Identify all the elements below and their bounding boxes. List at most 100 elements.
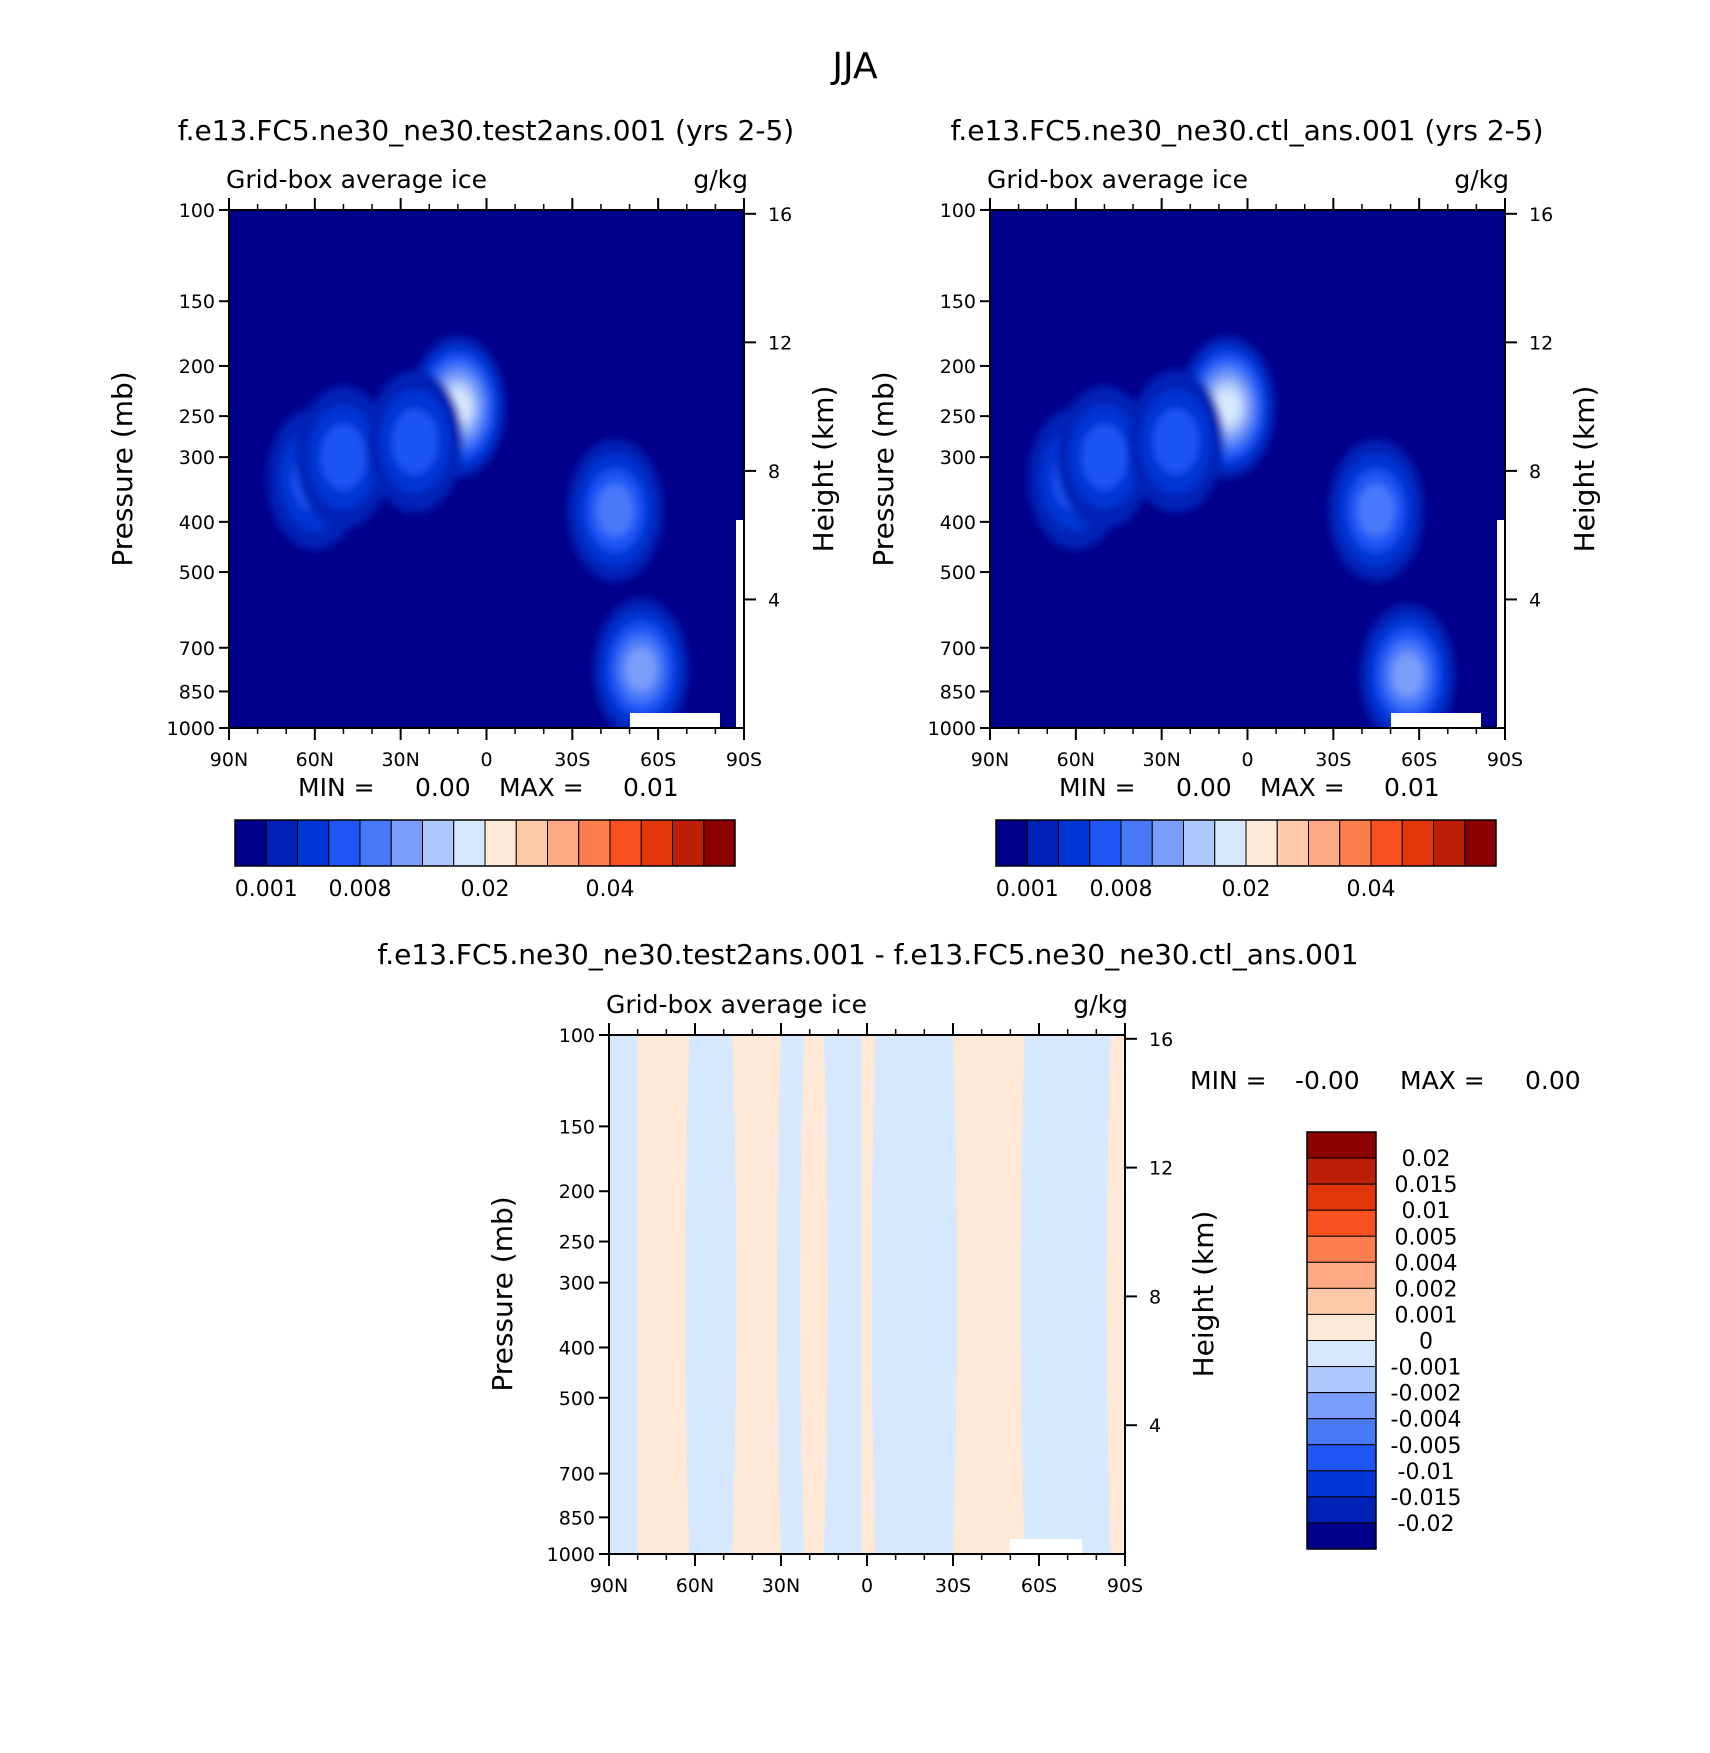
min-value: 0.00 xyxy=(1176,773,1232,802)
colorbar-label: 0.01 xyxy=(1402,1199,1451,1224)
colorbar-frame xyxy=(995,819,1497,867)
contour-region xyxy=(953,1035,1025,1554)
colorbar-swatch xyxy=(1306,1261,1377,1289)
contour-layers xyxy=(267,335,689,728)
units-label: g/kg xyxy=(1073,990,1128,1019)
y-tick-label: 150 xyxy=(179,291,215,313)
y-tick-label: 500 xyxy=(179,562,215,584)
colorbar-swatch xyxy=(1026,819,1059,867)
contour-region xyxy=(732,1035,781,1554)
colorbar: 0.001 0.008 0.02 0.04 xyxy=(995,819,1497,902)
colorbar-swatch xyxy=(609,819,642,867)
variable-label: Grid-box average ice xyxy=(226,165,487,194)
colorbar-swatch xyxy=(1306,1418,1377,1446)
variable-label: Grid-box average ice xyxy=(606,990,867,1019)
contour-field xyxy=(609,1035,1125,1554)
colorbar-swatch xyxy=(234,819,267,867)
max-value: 0.01 xyxy=(623,773,679,802)
colorbar-swatch xyxy=(359,819,392,867)
colorbar-swatch xyxy=(1306,1444,1377,1472)
contour-region xyxy=(861,1035,876,1554)
max-label: MAX = xyxy=(1260,773,1345,802)
y-tick-label: 700 xyxy=(179,638,215,660)
y-tick-label: 1000 xyxy=(167,718,215,740)
y-tick-label: 400 xyxy=(940,512,976,534)
min-value: -0.00 xyxy=(1295,1066,1360,1095)
x-tick-label: 30N xyxy=(1142,749,1180,771)
y-tick-label: 200 xyxy=(559,1181,595,1203)
contour-region xyxy=(799,1035,828,1554)
units-label: g/kg xyxy=(1454,165,1509,194)
colorbar-label: 0.001 xyxy=(996,877,1059,902)
min-label: MIN = xyxy=(1059,773,1136,802)
y2-tick-label: 16 xyxy=(1529,204,1553,226)
y2-axis-label: Height (km) xyxy=(807,386,840,553)
y2-tick-label: 8 xyxy=(1149,1286,1161,1308)
colorbar-frame xyxy=(234,819,736,867)
contour-region xyxy=(781,1035,804,1554)
x-tick-label: 0 xyxy=(480,749,492,771)
y-axis-label: Pressure (mb) xyxy=(867,371,900,566)
colorbar-swatch xyxy=(328,819,361,867)
colorbar-swatch xyxy=(265,819,298,867)
x-tick-label: 90N xyxy=(971,749,1009,771)
colorbar-swatch xyxy=(1401,819,1434,867)
colorbar-swatch xyxy=(995,819,1028,867)
colorbar-swatch xyxy=(672,819,705,867)
colorbar-label: 0.008 xyxy=(329,877,392,902)
colorbar-swatch xyxy=(1306,1131,1377,1159)
colorbar-swatch xyxy=(578,819,611,867)
max-label: MAX = xyxy=(1400,1066,1485,1095)
y2-tick-label: 12 xyxy=(768,332,792,354)
contour-layers xyxy=(1028,335,1456,728)
y-tick-label: 850 xyxy=(179,681,215,703)
y-tick-label: 250 xyxy=(179,406,215,428)
colorbar-label: 0.04 xyxy=(1347,877,1396,902)
y2-axis-label: Height (km) xyxy=(1568,386,1601,553)
units-label: g/kg xyxy=(693,165,748,194)
colorbar-swatch xyxy=(484,819,517,867)
contour-region xyxy=(637,1035,690,1554)
y2-tick-label: 16 xyxy=(768,204,792,226)
missing-data-region xyxy=(1497,520,1505,728)
y-tick-label: 300 xyxy=(179,447,215,469)
missing-data-region xyxy=(1391,713,1481,728)
colorbar-label: 0.02 xyxy=(1222,877,1271,902)
contour-level xyxy=(625,646,657,692)
min-label: MIN = xyxy=(1190,1066,1267,1095)
colorbar-swatch xyxy=(1214,819,1247,867)
colorbar-swatch xyxy=(1183,819,1216,867)
y2-tick-label: 8 xyxy=(768,461,780,483)
y2-tick-label: 4 xyxy=(768,589,780,611)
y2-tick-label: 12 xyxy=(1529,332,1553,354)
contour-level xyxy=(320,424,367,491)
min-value: 0.00 xyxy=(415,773,471,802)
y-tick-label: 250 xyxy=(940,406,976,428)
x-tick-label: 60N xyxy=(1057,749,1095,771)
contour-region xyxy=(871,1035,957,1554)
colorbar-label: -0.015 xyxy=(1391,1486,1462,1511)
contour-region xyxy=(1106,1035,1125,1554)
colorbar-label: 0.015 xyxy=(1395,1173,1458,1198)
x-tick-label: 30N xyxy=(762,1575,800,1597)
y2-tick-label: 4 xyxy=(1529,589,1541,611)
variable-label: Grid-box average ice xyxy=(987,165,1248,194)
y-tick-label: 150 xyxy=(940,291,976,313)
x-tick-label: 60S xyxy=(1401,749,1437,771)
colorbar-label: 0.02 xyxy=(1402,1147,1451,1172)
contour-level xyxy=(1081,424,1128,491)
colorbar-swatch xyxy=(1306,1366,1377,1394)
colorbar-swatch xyxy=(547,819,580,867)
y-tick-label: 1000 xyxy=(547,1544,595,1566)
colorbar-swatch xyxy=(297,819,330,867)
missing-data-region xyxy=(1010,1539,1082,1554)
colorbar-swatch xyxy=(1058,819,1091,867)
colorbar-swatch xyxy=(1464,819,1497,867)
panel-title: f.e13.FC5.ne30_ne30.test2ans.001 - f.e13… xyxy=(377,938,1358,971)
colorbar-swatch xyxy=(1370,819,1403,867)
max-value: 0.01 xyxy=(1384,773,1440,802)
colorbar-label: -0.02 xyxy=(1398,1512,1455,1537)
colorbar-label: -0.004 xyxy=(1391,1408,1462,1433)
colorbar-swatch xyxy=(1306,1340,1377,1368)
